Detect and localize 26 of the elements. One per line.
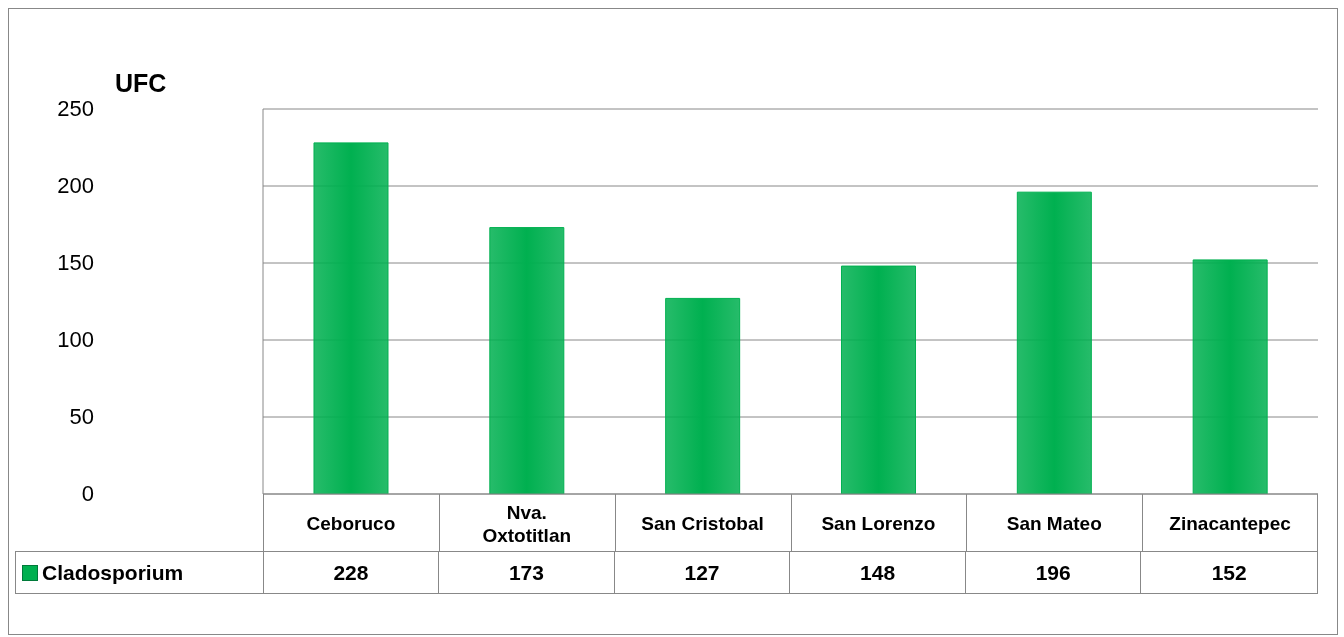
bar: [313, 142, 389, 494]
x-tick-label: Ceboruco: [306, 512, 396, 534]
data-label: 228: [263, 552, 440, 593]
bar: [1016, 191, 1092, 494]
x-tick-label: San Lorenzo: [821, 512, 936, 534]
bar: [1192, 259, 1268, 494]
x-tick-label: Nva. Oxtotitlan: [482, 501, 572, 546]
data-label: 196: [965, 552, 1142, 593]
data-label: 152: [1210, 559, 1248, 586]
x-tick-label: San Mateo: [1006, 512, 1102, 534]
data-label: 173: [439, 552, 615, 593]
data-label: 127: [614, 552, 791, 593]
x-tick-label: Zinacantepec: [1169, 512, 1292, 534]
y-tick-label: 50: [69, 404, 94, 429]
bar: [665, 297, 741, 494]
y-tick-label: 200: [57, 173, 94, 198]
y-tick-label: 150: [57, 250, 94, 275]
y-tick-label: 250: [57, 96, 94, 121]
data-label: 148: [790, 552, 966, 593]
y-tick-label: 0: [81, 481, 94, 506]
y-tick-label: 100: [57, 327, 94, 352]
bar: [489, 227, 565, 494]
legend-label: Cladosporium: [42, 560, 184, 585]
bar: [840, 265, 916, 494]
y-axis-title: UFC: [115, 69, 167, 98]
x-tick-label: San Cristobal: [641, 512, 764, 534]
